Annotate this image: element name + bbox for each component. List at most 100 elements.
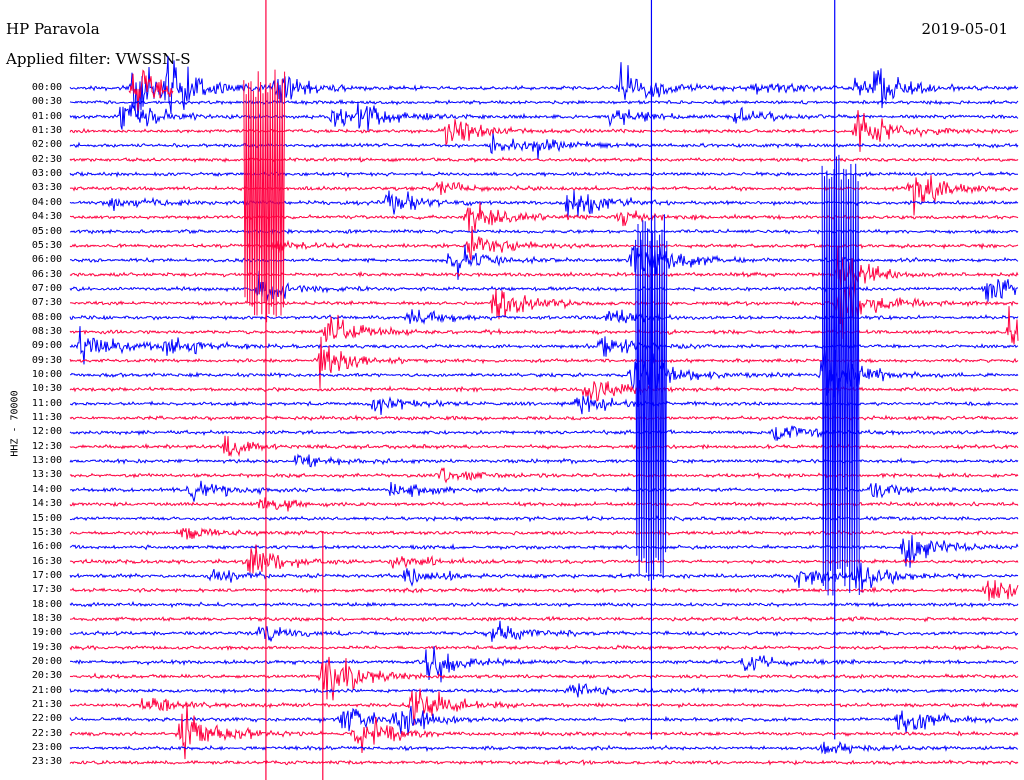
trace-0130 xyxy=(69,110,1019,152)
trace-time-label: 22:30 xyxy=(31,727,62,739)
trace-time-label: 12:00 xyxy=(31,426,62,438)
trace-1830 xyxy=(69,615,1019,623)
trace-0300 xyxy=(69,170,1018,179)
trace-1230 xyxy=(69,435,1019,458)
trace-2200 xyxy=(69,705,1019,736)
trace-2300 xyxy=(69,740,1019,755)
trace-time-label: 15:30 xyxy=(31,526,62,538)
trace-0730 xyxy=(69,279,1019,340)
trace-1300 xyxy=(69,453,1019,468)
trace-time-label: 10:30 xyxy=(31,383,62,395)
trace-time-label: 19:30 xyxy=(31,641,62,653)
trace-time-label: 17:00 xyxy=(31,569,62,581)
trace-time-label: 18:30 xyxy=(31,612,62,624)
trace-time-label: 10:00 xyxy=(31,369,62,380)
trace-time-label: 20:30 xyxy=(31,670,62,682)
trace-0700 xyxy=(69,270,1019,302)
trace-1000 xyxy=(69,348,1019,407)
swarm-band xyxy=(243,69,286,323)
trace-time-label: 08:00 xyxy=(31,311,62,323)
trace-1430 xyxy=(69,497,1019,512)
trace-time-label: 06:30 xyxy=(31,268,62,280)
trace-time-label: 03:00 xyxy=(31,168,62,180)
trace-time-label: 01:00 xyxy=(31,110,62,122)
trace-time-label: 14:00 xyxy=(31,483,62,495)
trace-time-label: 13:30 xyxy=(31,469,62,481)
trace-1500 xyxy=(69,515,1019,523)
trace-1200 xyxy=(69,425,1019,442)
trace-time-label: 23:30 xyxy=(31,756,62,768)
trace-time-label: 21:30 xyxy=(31,699,62,711)
trace-0500 xyxy=(69,228,1019,235)
trace-time-label: 08:30 xyxy=(31,325,62,337)
trace-2330 xyxy=(69,758,1019,767)
trace-0200 xyxy=(69,133,1019,160)
trace-time-label: 18:00 xyxy=(31,598,62,610)
trace-time-label: 04:00 xyxy=(31,196,62,208)
trace-1100 xyxy=(70,395,1019,415)
trace-time-label: 14:30 xyxy=(31,498,62,510)
trace-2100 xyxy=(69,683,1019,698)
trace-time-label: 21:00 xyxy=(31,684,62,696)
trace-0400 xyxy=(69,190,1019,217)
trace-1730 xyxy=(69,580,1019,601)
trace-0900 xyxy=(69,326,1019,365)
trace-1600 xyxy=(69,535,1019,568)
trace-time-label: 11:30 xyxy=(31,412,62,424)
swarm-band xyxy=(635,214,668,581)
trace-1630 xyxy=(69,544,1019,574)
trace-time-label: 17:30 xyxy=(31,584,62,596)
trace-time-label: 15:00 xyxy=(31,512,62,524)
trace-0230 xyxy=(69,156,1019,163)
trace-time-label: 09:30 xyxy=(31,354,62,366)
trace-0830 xyxy=(69,306,1019,345)
trace-2000 xyxy=(69,646,1019,683)
trace-time-label: 05:00 xyxy=(31,225,62,237)
trace-time-label: 07:00 xyxy=(31,282,62,294)
trace-time-label: 16:00 xyxy=(31,541,62,553)
trace-1130 xyxy=(69,414,1019,422)
trace-0030 xyxy=(69,98,1019,106)
trace-time-label: 02:00 xyxy=(31,139,62,151)
trace-time-label: 00:30 xyxy=(31,96,62,108)
trace-2030 xyxy=(69,656,1019,701)
trace-0600 xyxy=(69,239,1019,280)
trace-time-label: 02:30 xyxy=(31,153,62,165)
trace-time-label: 07:30 xyxy=(31,297,62,309)
trace-0930 xyxy=(69,336,1019,389)
trace-0100 xyxy=(69,101,1019,132)
trace-time-label: 23:00 xyxy=(31,742,62,754)
trace-1330 xyxy=(69,467,1019,484)
trace-time-label: 06:00 xyxy=(31,254,62,266)
trace-time-label: 04:30 xyxy=(31,211,62,223)
trace-0530 xyxy=(69,225,1019,260)
trace-1030 xyxy=(69,381,1019,402)
trace-1900 xyxy=(69,620,1019,642)
trace-0330 xyxy=(69,175,1019,216)
trace-time-label: 03:30 xyxy=(31,182,62,194)
trace-time-label: 11:00 xyxy=(31,397,62,409)
trace-2230 xyxy=(69,702,1019,760)
trace-0430 xyxy=(69,202,1019,233)
trace-0000 xyxy=(69,55,1019,119)
trace-1930 xyxy=(69,644,1019,652)
swarm-band xyxy=(821,154,860,596)
trace-0800 xyxy=(69,309,1019,325)
trace-time-label: 19:00 xyxy=(31,627,62,639)
trace-time-label: 20:00 xyxy=(31,656,62,667)
filter-label: Applied filter: VWSSN-S xyxy=(6,50,191,68)
trace-time-label: 01:30 xyxy=(31,125,62,137)
trace-0630 xyxy=(69,246,1019,294)
trace-time-label: 05:30 xyxy=(31,239,62,251)
trace-time-label: 16:30 xyxy=(31,555,62,567)
station-title: HP Paravola xyxy=(6,20,100,38)
trace-1700 xyxy=(69,562,1019,593)
trace-time-labels: 00:00 00:30 01:00 01:30 02:00 02:30 03:00 03:30… xyxy=(0,0,62,780)
trace-1800 xyxy=(69,600,1019,609)
trace-time-label: 22:00 xyxy=(31,713,62,725)
trace-time-label: 00:00 xyxy=(31,82,62,93)
event-burst xyxy=(128,69,174,111)
trace-1530 xyxy=(69,527,1019,540)
date-label: 2019-05-01 xyxy=(921,20,1008,38)
